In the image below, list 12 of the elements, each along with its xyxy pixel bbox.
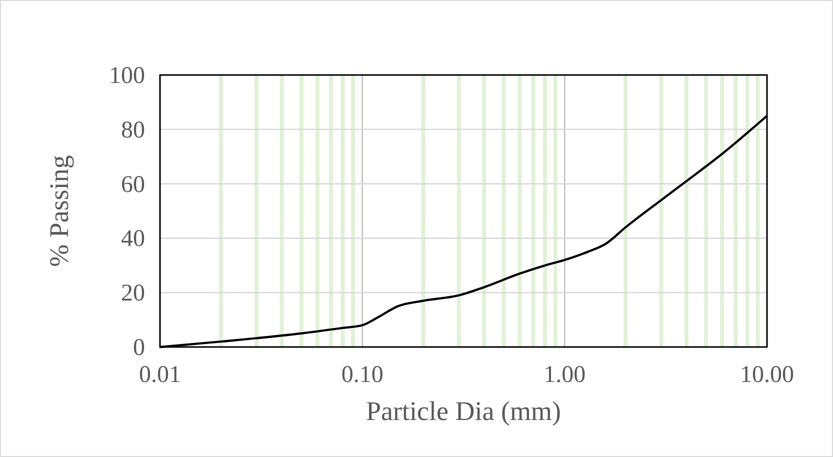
y-tick-label: 0 (133, 335, 145, 361)
y-tick-label: 60 (121, 172, 145, 198)
x-tick-label: 0.01 (139, 362, 181, 388)
x-tick-label: 10.00 (740, 362, 794, 388)
x-tick-label: 0.10 (341, 362, 384, 388)
y-axis-title: % Passing (44, 155, 74, 267)
y-tick-label: 100 (109, 63, 145, 89)
x-axis-title: Particle Dia (mm) (366, 396, 561, 426)
y-tick-label: 20 (121, 280, 145, 307)
y-tick-label: 40 (121, 226, 145, 252)
x-tick-label: 1.00 (544, 362, 586, 388)
y-tick-label: 80 (121, 117, 145, 144)
